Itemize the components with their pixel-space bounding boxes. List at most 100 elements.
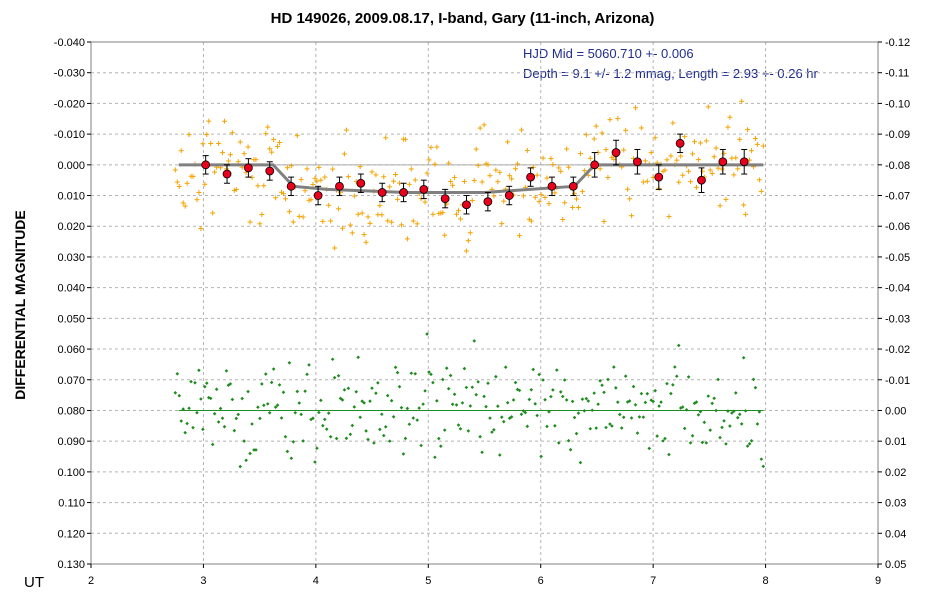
raw-point bbox=[430, 211, 436, 217]
residual-point bbox=[216, 420, 221, 424]
residual-point bbox=[643, 400, 648, 405]
residual-point bbox=[635, 431, 640, 435]
raw-point bbox=[487, 173, 493, 179]
residual-point bbox=[236, 412, 241, 417]
residual-point bbox=[334, 436, 339, 441]
raw-point bbox=[670, 120, 676, 126]
raw-point bbox=[259, 212, 265, 218]
raw-point bbox=[320, 218, 326, 224]
residual-point bbox=[295, 389, 300, 394]
residual-point bbox=[690, 433, 695, 438]
raw-point bbox=[607, 117, 613, 123]
residual-point bbox=[456, 423, 461, 427]
residual-point bbox=[519, 412, 524, 417]
binned-marker bbox=[286, 181, 296, 191]
raw-point bbox=[560, 216, 566, 222]
raw-point bbox=[277, 139, 283, 145]
residual-point bbox=[181, 407, 185, 411]
x-axis-label: UT bbox=[24, 574, 44, 591]
raw-point bbox=[261, 183, 267, 189]
raw-point bbox=[758, 188, 764, 194]
raw-point bbox=[709, 170, 715, 176]
residual-point bbox=[356, 355, 361, 360]
residual-point bbox=[505, 400, 510, 405]
raw-point bbox=[271, 137, 277, 143]
raw-point bbox=[373, 172, 379, 178]
residual-point bbox=[301, 439, 305, 443]
y-tick-label-left: 0.000 bbox=[57, 160, 85, 172]
residual-point bbox=[741, 355, 746, 360]
raw-point bbox=[184, 180, 190, 186]
raw-point bbox=[414, 221, 420, 227]
raw-point bbox=[288, 163, 294, 169]
raw-point bbox=[520, 193, 526, 199]
residual-point bbox=[425, 332, 429, 336]
x-tick-label: 5 bbox=[425, 575, 431, 587]
binned-point bbox=[243, 158, 253, 178]
raw-point bbox=[688, 179, 694, 185]
raw-point bbox=[473, 146, 479, 152]
residual-point bbox=[472, 339, 477, 343]
raw-point bbox=[727, 114, 733, 120]
residual-point bbox=[262, 403, 266, 408]
residual-point bbox=[228, 382, 233, 386]
raw-point bbox=[316, 164, 322, 170]
residual-point bbox=[612, 365, 616, 369]
residual-point bbox=[399, 405, 404, 410]
axis-ticks: -0.040 -0.030 -0.020 -0.010 0.000 0.010 0.020 0… bbox=[54, 37, 910, 587]
raw-point bbox=[269, 149, 275, 155]
raw-point bbox=[440, 210, 446, 216]
y-tick-label-left: 0.070 bbox=[57, 375, 85, 387]
raw-point bbox=[625, 186, 631, 192]
residual-point bbox=[633, 403, 638, 407]
raw-point bbox=[385, 218, 391, 224]
residual-point bbox=[419, 443, 423, 448]
raw-point bbox=[216, 140, 222, 146]
residual-point bbox=[350, 423, 355, 428]
raw-point bbox=[275, 143, 281, 149]
residual-point bbox=[718, 435, 722, 440]
residual-point bbox=[547, 410, 551, 414]
residual-point bbox=[570, 399, 575, 404]
residual-point bbox=[342, 388, 347, 392]
residual-point bbox=[728, 424, 732, 428]
raw-point bbox=[481, 122, 487, 128]
raw-point bbox=[564, 146, 570, 152]
raw-point bbox=[546, 201, 552, 207]
residual-point bbox=[260, 382, 264, 386]
residual-point bbox=[751, 377, 756, 382]
y-tick-label-right: 0.04 bbox=[885, 528, 906, 540]
residual-point bbox=[735, 415, 740, 420]
residual-point bbox=[641, 415, 646, 419]
residual-point bbox=[665, 381, 669, 386]
residual-point bbox=[397, 384, 402, 389]
raw-point bbox=[227, 152, 233, 158]
raw-point bbox=[518, 127, 524, 133]
raw-point bbox=[756, 177, 762, 183]
raw-point bbox=[282, 196, 288, 202]
raw-point bbox=[745, 127, 751, 133]
raw-point bbox=[267, 146, 273, 152]
raw-point bbox=[225, 158, 231, 164]
residual-point bbox=[476, 380, 480, 384]
residual-point bbox=[189, 379, 193, 384]
residual-point bbox=[364, 429, 368, 433]
residual-point bbox=[380, 412, 384, 417]
residual-point bbox=[578, 460, 583, 465]
residual-point bbox=[529, 388, 534, 392]
y-tick-label-left: 0.120 bbox=[57, 528, 85, 540]
raw-point bbox=[404, 236, 410, 242]
binned-marker bbox=[243, 163, 253, 173]
raw-point bbox=[383, 135, 389, 141]
raw-point bbox=[591, 136, 597, 142]
residual-point bbox=[248, 451, 252, 456]
residual-point bbox=[698, 409, 703, 414]
raw-point bbox=[206, 118, 212, 124]
raw-point bbox=[410, 218, 416, 224]
raw-point bbox=[241, 151, 247, 157]
residual-point bbox=[464, 385, 469, 390]
residual-point bbox=[488, 416, 492, 420]
residual-point bbox=[370, 386, 374, 390]
raw-point bbox=[493, 167, 499, 173]
residual-point bbox=[322, 417, 327, 422]
